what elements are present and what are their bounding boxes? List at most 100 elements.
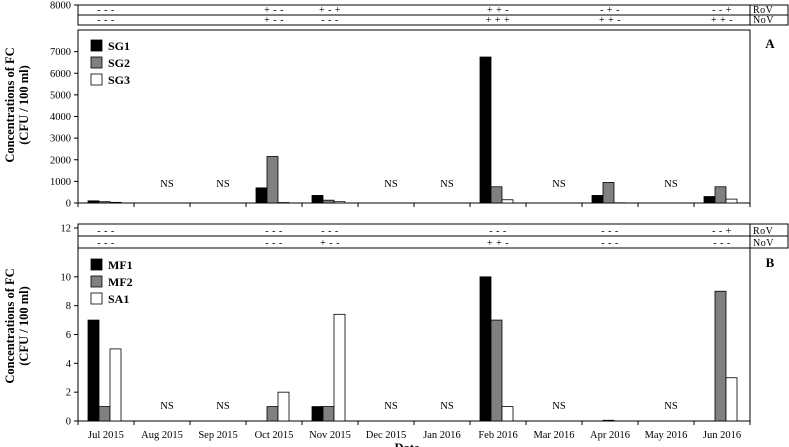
virus-result: + - + [319,5,341,16]
bar-mf1 [479,276,492,422]
virus-result: + - - [320,238,340,249]
virus-result: + - - [264,5,284,16]
y-tick-label: 8 [66,301,71,312]
bar-mf1 [87,319,100,422]
x-tick-label: Aug 2015 [141,430,183,441]
bar-sg1 [703,196,716,204]
y-tick-label: 8000 [50,1,71,12]
virus-result: - - - [265,226,283,237]
ns-label: NS [552,179,566,190]
virus-result: + + - [487,238,509,249]
bar-sg3 [725,198,738,204]
bar-sg2 [714,186,727,204]
bar-mf2 [322,406,335,422]
virus-result: - + - [600,5,620,16]
virus-result: - - - [321,226,339,237]
bar-mf2 [602,419,615,422]
ns-label: NS [216,179,230,190]
bar-sa1 [333,313,346,422]
bar-sa1 [725,377,738,422]
panel-label: A [765,36,775,51]
virus-result: - - - [97,226,115,237]
bar-sg2 [490,186,503,204]
x-tick-label: May 2016 [645,430,688,441]
virus-result: - - + [712,5,732,16]
bar-sg3 [333,201,346,204]
bar-sg1 [311,195,324,204]
bar-sg3 [109,201,122,204]
bar-mf2 [714,290,727,422]
y-tick-label: 3000 [50,134,71,145]
virus-row-name: RoV [753,226,774,237]
y-axis-unit: (CFU / 100 ml) [17,65,31,145]
bar-sg1 [479,56,492,204]
legend-label: SG3 [108,73,130,87]
x-tick-label: Jan 2016 [423,430,461,441]
bar-mf2 [490,319,503,422]
ns-label: NS [216,401,230,412]
y-tick-label: 2 [66,388,71,399]
virus-result: - - - [97,5,115,16]
ns-label: NS [440,179,454,190]
virus-result: + - - [264,15,284,26]
x-tick-label: Mar 2016 [533,430,574,441]
virus-result: - - - [97,238,115,249]
x-tick-label: Feb 2016 [478,430,517,441]
bar-sa1 [109,348,122,422]
legend-swatch [90,258,103,271]
ns-label: NS [384,179,398,190]
virus-row-name: NoV [753,238,774,249]
y-tick-label: 6 [66,330,71,341]
virus-result: - - - [601,238,619,249]
legend-label: MF1 [108,258,133,272]
virus-result: - - - [489,226,507,237]
legend-swatch [90,275,103,288]
chart-panel-b: RoV- - -- - -- - -- - -- - -- - +NoV- - … [3,223,789,441]
bar-sa1 [277,391,290,422]
y-axis-label: Concentrations of FC [3,47,17,162]
y-tick-label: 0 [66,417,71,428]
y-tick-label: 1000 [50,177,71,188]
legend-swatch [90,39,103,52]
y-tick-label: 7000 [50,47,71,58]
legend-label: SG2 [108,56,130,70]
bar-sg1 [591,195,604,204]
virus-row-box [77,223,789,237]
virus-result: - - + [712,226,732,237]
virus-row-name: RoV [753,5,774,16]
virus-result: - - - [713,238,731,249]
ns-label: NS [664,401,678,412]
ns-label: NS [384,401,398,412]
virus-result: - - - [265,238,283,249]
bar-sg2 [322,199,335,204]
x-tick-label: Dec 2015 [366,430,407,441]
x-tick-label: Apr 2016 [590,430,630,441]
ns-label: NS [160,401,174,412]
y-tick-label: 6000 [50,69,71,80]
y-axis-label: Concentrations of FC [3,268,17,383]
bar-sg2 [98,201,111,204]
legend-swatch [90,73,103,86]
bar-sg2 [602,182,615,204]
y-tick-label: 4000 [50,112,71,123]
x-tick-label: Jul 2015 [88,430,124,441]
x-tick-label: Sep 2015 [198,430,237,441]
plot-frame [77,247,751,422]
virus-row-name: NoV [753,15,774,26]
virus-result: + + - [599,15,621,26]
bar-sa1 [501,406,514,422]
ns-label: NS [160,179,174,190]
bar-mf1 [311,406,324,422]
virus-result: + + - [487,5,509,16]
virus-result: - - - [601,226,619,237]
x-tick-label: Jun 2016 [703,430,741,441]
plot-frame [77,29,751,204]
panel-label: B [766,255,775,270]
virus-result: - - - [97,15,115,26]
legend-label: MF2 [108,275,133,289]
y-tick-label: 0 [66,199,71,210]
legend-label: SA1 [108,292,129,306]
y-tick-label: 12 [61,224,72,235]
bar-mf2 [266,406,279,422]
